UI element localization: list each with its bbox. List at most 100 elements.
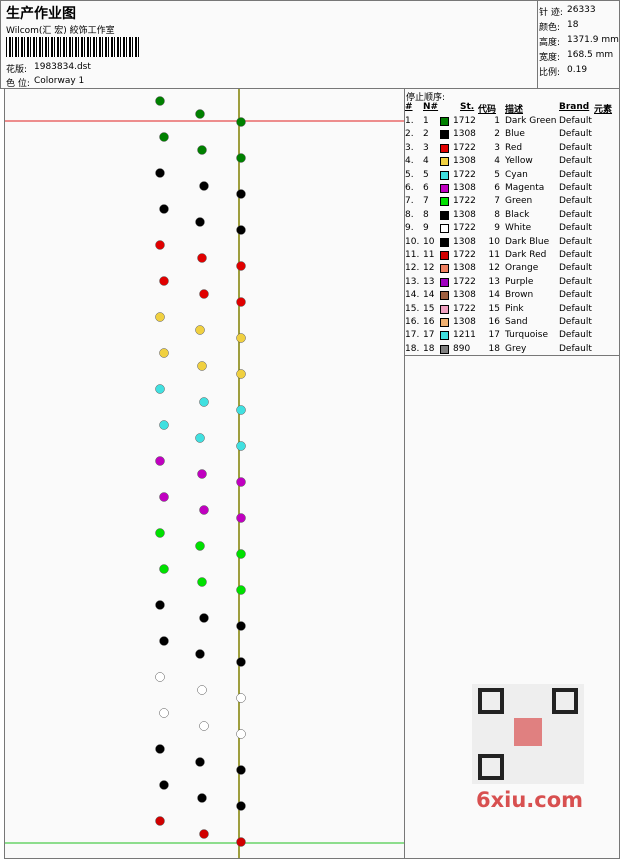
table-cell: 8 [494,209,500,220]
stitch-dot [236,189,246,199]
stitch-dot [159,636,169,646]
table-cell: Sand [505,317,528,327]
table-cell: 18. [405,343,420,354]
table-cell: 9 [423,223,429,234]
table-cell: 11 [423,250,435,260]
table-cell: 4. [405,156,414,167]
table-cell: Default [559,343,592,354]
table-cell: 1308 [453,209,476,220]
table-cell: 1308 [453,317,476,327]
table-cell: 1722 [453,276,476,287]
qr-logo [514,718,542,746]
stitch-dot [197,361,207,371]
stitch-dot [236,153,246,163]
table-cell: 1308 [453,263,476,274]
stitch-dot [197,145,207,155]
stitch-dot [159,780,169,790]
stat-label: 针 迹: [539,8,563,18]
stitch-dot [236,225,246,235]
color-swatch [440,184,449,193]
table-cell: 18 [488,343,500,354]
table-cell: 17. [405,330,420,341]
table-cell: Default [559,263,592,274]
table-cell: Dark Red [505,250,547,260]
stitch-dot [195,757,205,767]
table-cell: 16. [405,317,420,327]
table-cell: 12 [488,263,500,274]
color-swatch [440,277,449,287]
table-cell: Dark Blue [505,236,550,247]
qr-finder [552,688,578,714]
stitch-dot [155,312,165,322]
stitch-dot [159,420,169,430]
table-cell: Default [559,236,592,247]
table-cell: Default [559,209,592,220]
stitch-dot [236,801,246,811]
column-header: N# [423,102,439,112]
stitch-dot [197,469,207,479]
color-swatch [440,318,449,327]
stitch-dot [159,276,169,286]
stitch-dot [236,837,246,847]
table-cell: 13 [423,276,435,287]
color-swatch [440,251,449,260]
stitch-dot [155,672,165,682]
table-cell: 8. [405,209,414,220]
stitch-dot [236,297,246,307]
table-cell: 16 [488,317,500,327]
table-cell: 9 [494,223,500,234]
table-cell: 1. [405,116,414,126]
table-cell: Purple [505,276,534,287]
stitch-dot [199,181,209,191]
table-cell: 1722 [453,303,476,314]
table-cell: 3 [494,142,500,153]
color-swatch [440,170,449,180]
stitch-dot [195,541,205,551]
table-cell: Default [559,169,592,180]
stats-box [537,0,620,89]
stat-value: 18 [567,20,579,30]
table-cell: Default [559,116,592,126]
color-swatch [440,237,449,247]
column-header: # [405,102,413,112]
table-cell: 9. [405,223,414,234]
stitch-dot [155,168,165,178]
stitch-dot [155,744,165,754]
stitch-dot [236,477,246,487]
column-header: 描述 [505,105,524,115]
table-cell: 6 [423,183,429,193]
table-cell: 10 [423,236,435,247]
stitch-dot [236,693,246,703]
stitch-dot [197,685,207,695]
table-cell: 1722 [453,169,476,180]
table-cell: Pink [505,303,524,314]
color-swatch [440,344,449,354]
table-cell: 11. [405,250,420,260]
colorway: Colorway 1 [34,76,85,86]
table-cell: Default [559,183,592,193]
stitch-dot [195,217,205,227]
stat-label: 宽度: [539,53,561,63]
stitch-dot [236,261,246,271]
color-swatch [440,224,449,234]
table-cell: Grey [505,343,527,354]
table-cell: Default [559,330,592,341]
stitch-dot [236,621,246,631]
table-cell: Dark Green [505,116,557,126]
stitch-dot [159,132,169,142]
table-cell: Blue [505,129,525,140]
table-cell: 7. [405,196,414,207]
table-cell: Default [559,276,592,287]
table-cell: 1722 [453,196,476,207]
stat-value: 26333 [567,5,596,15]
table-cell: 5. [405,169,414,180]
table-cell: 1 [423,116,429,126]
stitch-dot [195,109,205,119]
table-cell: 1308 [453,129,476,140]
table-cell: 13 [488,276,500,287]
table-cell: 1308 [453,236,476,247]
table-cell: 14 [423,290,435,301]
color-swatch [440,210,449,220]
